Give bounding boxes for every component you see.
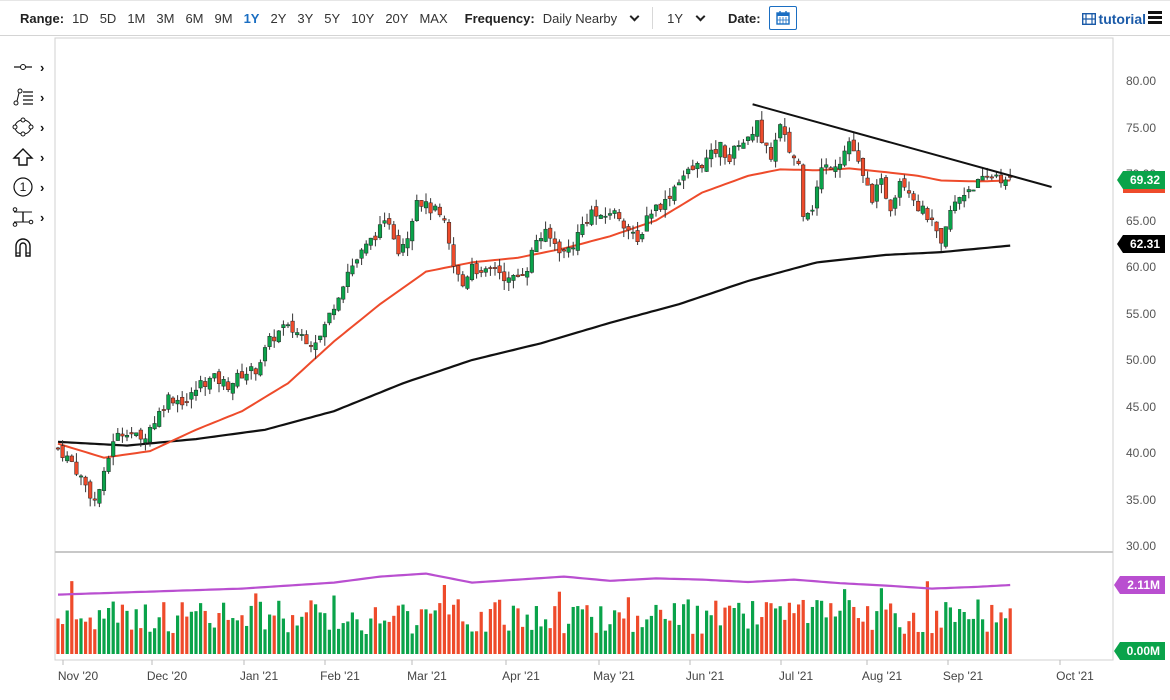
price-tick-label: 50.00 <box>1125 353 1156 367</box>
time-tick-label: Feb '21 <box>320 669 360 683</box>
toolbar: Range: 1D 5D 1M 3M 6M 9M 1Y 2Y 3Y 5Y 10Y 20Y MAX Fre… <box>0 0 1170 36</box>
time-tick-label: Aug '21 <box>861 669 903 683</box>
price-tick-label: 60.00 <box>1125 260 1156 274</box>
price-tick-label: 55.00 <box>1125 306 1156 321</box>
tutorial-label: tutorial <box>1098 11 1146 27</box>
volume-min-tag: 0.00M <box>1113 642 1165 660</box>
volume-average-tag: 2.11M <box>1114 576 1165 594</box>
range-button-2y[interactable]: 2Y <box>270 10 287 26</box>
range-button-3y[interactable]: 3Y <box>297 10 314 26</box>
range-selector: Range: 1D 5D 1M 3M 6M 9M 1Y 2Y 3Y 5Y 10Y 20Y MAX <box>20 11 459 26</box>
range-button-1m[interactable]: 1M <box>127 10 146 26</box>
frequency-value: Daily Nearby <box>542 10 618 26</box>
frequency-dropdown[interactable]: Daily Nearby <box>542 10 640 26</box>
magnet-tool-button[interactable] <box>12 236 52 258</box>
time-tick-label: Sep '21 <box>942 669 984 683</box>
time-tick-label: Apr '21 <box>502 669 540 683</box>
arrow-tool-button[interactable]: › <box>12 146 52 168</box>
volume-average-line <box>57 572 1011 596</box>
time-tick-label: Jan '21 <box>239 669 279 683</box>
hamburger-menu-icon[interactable] <box>1148 11 1162 26</box>
time-tick-label: Dec '20 <box>146 669 188 683</box>
period-value: 1Y <box>667 10 684 26</box>
range-button-3m[interactable]: 3M <box>156 10 175 26</box>
calendar-icon <box>775 11 790 25</box>
range-button-5y[interactable]: 5Y <box>324 10 341 26</box>
price-tick-label: 30.00 <box>1125 539 1156 553</box>
line-tool-button[interactable]: › <box>12 56 52 78</box>
long-moving-average-line <box>57 244 1011 447</box>
candlesticks <box>55 111 1013 508</box>
range-button-20y[interactable]: 20Y <box>385 10 409 26</box>
range-button-1d[interactable]: 1D <box>72 10 89 26</box>
arrow-up-icon <box>12 148 34 166</box>
tutorial-link[interactable]: tutorial <box>1081 11 1146 27</box>
range-label: Range: <box>20 10 65 26</box>
period-dropdown[interactable]: 1Y <box>667 10 706 26</box>
svg-text:1: 1 <box>20 180 27 194</box>
chevron-down-icon <box>695 11 706 21</box>
numbered-annotation-icon: 1 <box>13 177 33 197</box>
range-button-10y[interactable]: 10Y <box>351 10 375 26</box>
price-tick-label: 75.00 <box>1125 120 1156 135</box>
film-icon <box>1081 13 1096 25</box>
price-tick-label: 35.00 <box>1125 492 1156 507</box>
shape-tool-icon <box>12 117 34 137</box>
fibonacci-tool-button[interactable]: › <box>12 86 52 108</box>
chevron-down-icon <box>629 11 640 21</box>
ma-long-value-tag: 62.31 <box>1116 235 1165 253</box>
range-button-6m[interactable]: 6M <box>185 10 204 26</box>
range-button-9m[interactable]: 9M <box>214 10 233 26</box>
divider <box>652 7 654 29</box>
volume-bars <box>56 581 1012 654</box>
time-tick-label: Jul '21 <box>778 669 814 683</box>
range-button-5d[interactable]: 5D <box>99 10 117 26</box>
range-button-max[interactable]: MAX <box>419 10 448 26</box>
price-tick-label: 80.00 <box>1125 74 1156 88</box>
measure-tool-icon <box>12 207 34 227</box>
plot-border <box>54 37 1114 661</box>
price-tick-label: 45.00 <box>1125 399 1156 414</box>
annotation-tool-button[interactable]: 1 › <box>12 176 52 198</box>
frequency-selector: Frequency: Daily Nearby 1Y Date: <box>465 6 797 30</box>
date-picker-button[interactable] <box>768 6 797 30</box>
time-tick-label: Mar '21 <box>407 669 447 683</box>
frequency-label: Frequency: <box>464 10 535 26</box>
fibonacci-tool-icon <box>13 88 33 106</box>
date-label: Date: <box>728 10 761 26</box>
time-tick-label: Jun '21 <box>685 669 725 683</box>
range-button-1y[interactable]: 1Y <box>243 10 260 26</box>
measure-tool-button[interactable]: › <box>12 206 52 228</box>
price-tick-label: 65.00 <box>1125 213 1156 228</box>
x-ticks <box>62 660 1061 665</box>
magnet-icon <box>15 238 31 257</box>
time-tick-label: May '21 <box>593 669 635 683</box>
line-tool-icon <box>14 64 32 70</box>
trendlines <box>752 103 1052 188</box>
time-tick-label: Oct '21 <box>1056 669 1094 683</box>
shape-tool-button[interactable]: › <box>12 116 52 138</box>
time-tick-label: Nov '20 <box>57 669 99 683</box>
price-tick-label: 40.00 <box>1125 446 1156 460</box>
short-moving-average-line <box>57 167 1011 459</box>
last-price-tag: 69.32 <box>1116 171 1165 193</box>
